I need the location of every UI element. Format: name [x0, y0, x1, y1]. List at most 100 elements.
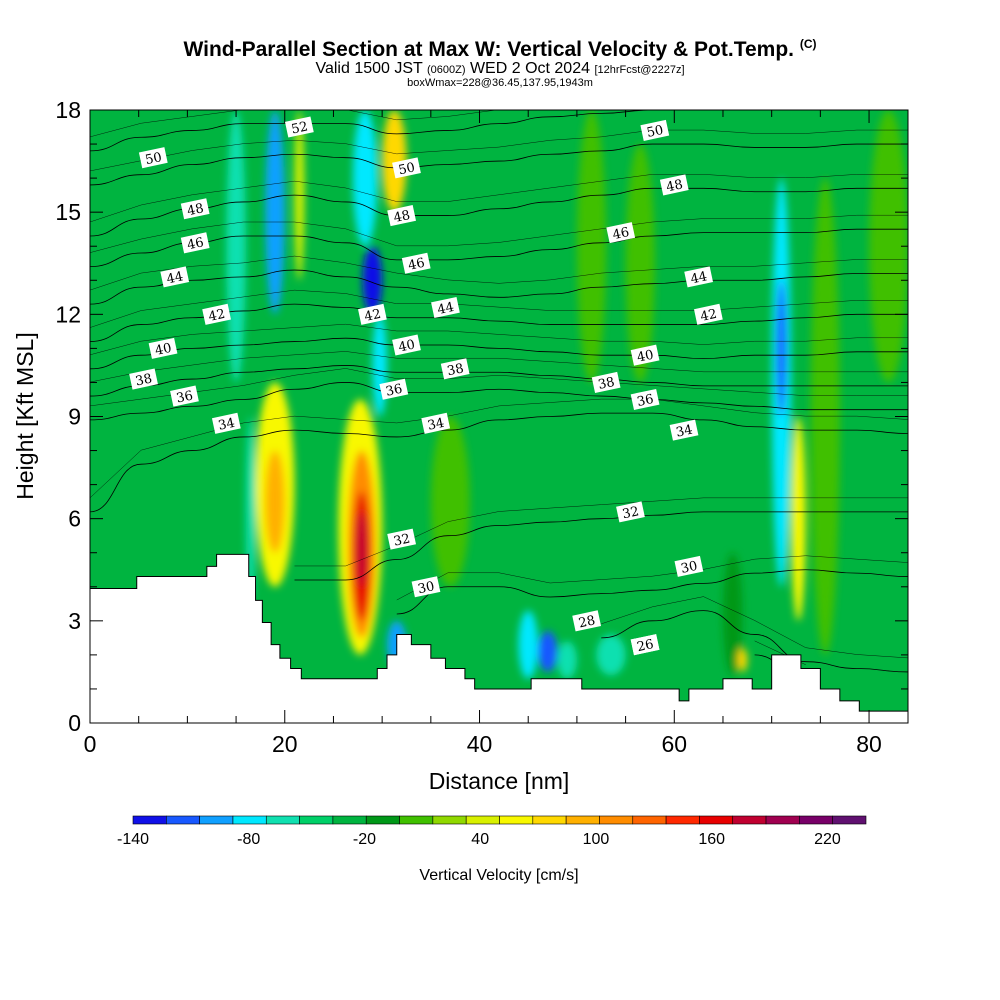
valid-date: WED 2 Oct 2024 — [469, 60, 590, 77]
contour-label-bg — [401, 252, 431, 274]
contour-label-text: 36 — [636, 392, 655, 410]
contour-label-bg — [693, 303, 723, 325]
contour-label-bg — [180, 198, 210, 220]
theta-contour-32 — [294, 511, 908, 581]
contour-label-17: 44 — [160, 266, 190, 288]
contour-label-bg — [180, 232, 210, 254]
velocity-cell-26 — [791, 416, 806, 621]
y-tick-label: 6 — [68, 506, 81, 532]
contour-label-text: 34 — [217, 416, 236, 434]
contour-label-bg — [211, 412, 241, 434]
contour-label-18: 42 — [202, 303, 231, 325]
contour-label-text: 32 — [392, 532, 411, 550]
contour-label-12: 50 — [392, 157, 421, 179]
colorbar-swatch-19 — [765, 815, 800, 825]
contour-label-10: 46 — [401, 252, 431, 274]
contour-label-bg — [379, 378, 409, 400]
chart-subtitle: Valid 1500 JST (0600Z) WED 2 Oct 2024 [1… — [315, 60, 685, 77]
velocity-cell-18 — [557, 641, 577, 679]
contour-label-8: 42 — [358, 303, 387, 325]
colorbar-swatch-12 — [532, 815, 567, 825]
contour-label-bg — [160, 266, 190, 288]
theta-contour-36 — [90, 382, 908, 421]
velocity-cell-17 — [537, 631, 558, 672]
x-tick-label: 20 — [272, 731, 298, 757]
theta-contour-minor-28 — [601, 596, 908, 659]
contour-label-29: 38 — [591, 371, 621, 393]
velocity-cell-15 — [430, 416, 470, 587]
colorbar-swatch-14 — [599, 815, 634, 825]
velocity-cell-11 — [362, 246, 383, 315]
velocity-cell-0 — [226, 110, 246, 383]
contour-label-2: 30 — [411, 576, 441, 598]
contour-label-text: 44 — [436, 300, 455, 318]
velocity-cell-16 — [518, 610, 538, 679]
colorbar: -140 -80 -20 40 100 160 220 — [117, 815, 867, 848]
contour-label-16: 46 — [180, 232, 210, 254]
theta-contour-minor-52 — [90, 110, 499, 138]
colorbar-swatch-16 — [665, 815, 700, 825]
contour-label-1: 28 — [572, 610, 602, 632]
colorbar-tick-label: 40 — [471, 831, 489, 848]
velocity-cell-10 — [372, 314, 388, 417]
contour-label-text: 38 — [597, 375, 616, 393]
contour-label-text: 32 — [621, 504, 640, 522]
velocity-cell-19 — [596, 634, 626, 676]
y-axis-title: Height [Kft MSL] — [12, 332, 38, 499]
contour-label-13: 52 — [284, 116, 314, 138]
contour-label-text: 42 — [207, 307, 226, 325]
chart-title: Wind-Parallel Section at Max W: Vertical… — [183, 37, 817, 61]
contour-label-text: 36 — [175, 388, 194, 406]
colorbar-swatch-10 — [465, 815, 500, 825]
contour-label-text: 40 — [154, 341, 173, 359]
contour-label-bg — [358, 303, 387, 325]
copyright-mark: (C) — [799, 37, 817, 51]
y-tick-label: 15 — [55, 199, 81, 225]
contour-label-bg — [630, 634, 660, 656]
contour-label-text: 48 — [392, 208, 411, 226]
colorbar-tick-label: -80 — [237, 831, 260, 848]
contour-label-19: 40 — [148, 337, 178, 359]
velocity-cell-12 — [352, 110, 378, 247]
velocity-cell-13 — [382, 110, 407, 213]
contour-label-7: 40 — [392, 334, 421, 356]
contour-label-9: 44 — [431, 296, 460, 319]
contour-label-30: 36 — [630, 388, 660, 411]
theta-contour-minor-46 — [90, 214, 908, 253]
contour-label-27: 42 — [693, 303, 723, 325]
contour-label-4: 34 — [421, 412, 451, 434]
contour-label-bg — [440, 358, 470, 380]
colorbar-swatch-8 — [399, 815, 434, 825]
y-tick-label: 9 — [68, 404, 81, 430]
x-tick-label: 60 — [661, 731, 687, 757]
contour-label-text: 50 — [645, 123, 664, 141]
contour-label-bg — [669, 419, 699, 441]
colorbar-tick-label: 160 — [698, 831, 725, 848]
contour-label-text: 30 — [680, 559, 699, 577]
contour-label-bg — [170, 385, 199, 407]
colorbar-swatch-1 — [166, 815, 200, 825]
contour-label-text: 50 — [397, 160, 416, 178]
box-info: boxWmax=228@36.45,137.95,1943m — [407, 77, 593, 89]
colorbar-tick-label: -20 — [353, 831, 376, 848]
velocity-cell-9 — [356, 511, 367, 587]
theta-contour-46 — [90, 228, 908, 268]
contour-label-bg — [421, 412, 451, 434]
contour-label-bg — [148, 337, 178, 359]
velocity-cell-20 — [576, 110, 607, 383]
theta-contour-30 — [396, 569, 908, 615]
contour-label-11: 48 — [387, 205, 416, 227]
contour-label-bg — [591, 371, 621, 393]
colorbar-swatch-4 — [265, 815, 300, 825]
contour-label-text: 46 — [407, 256, 426, 274]
theta-contour-minor-36 — [90, 368, 908, 407]
theta-contour-40 — [90, 337, 908, 370]
contour-label-26: 44 — [684, 266, 714, 288]
contour-label-33: 30 — [674, 555, 704, 577]
valid-utc: (0600Z) — [426, 64, 466, 76]
x-tick-label: 80 — [856, 731, 882, 757]
contour-label-text: 26 — [636, 637, 655, 655]
contour-label-21: 36 — [170, 385, 199, 407]
